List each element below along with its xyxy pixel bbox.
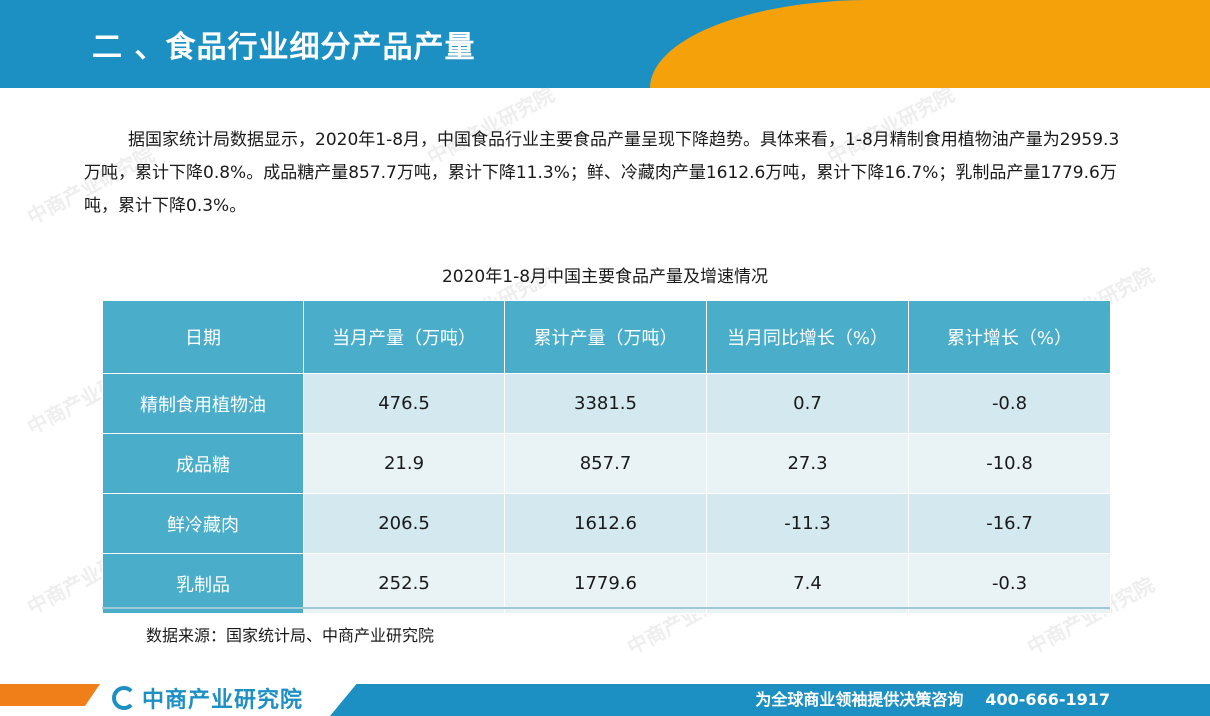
logo-icon (112, 686, 136, 710)
table-cell: 3381.5 (504, 373, 707, 434)
table-row: 成品糖 21.9 857.7 27.3 -10.8 (102, 433, 1111, 494)
table-row: 鲜冷藏肉 206.5 1612.6 -11.3 -16.7 (102, 493, 1111, 554)
footer-slogan: 为全球商业领袖提供决策咨询 400-666-1917 (755, 686, 1110, 710)
table-bottom-rule (102, 607, 1110, 609)
table-cell: 27.3 (706, 433, 909, 494)
header-accent (650, 0, 1210, 88)
row-label: 乳制品 (102, 553, 304, 614)
header-cell: 累计增长（%） (908, 300, 1111, 374)
table-cell: 1612.6 (504, 493, 707, 554)
slogan-text: 为全球商业领袖提供决策咨询 (755, 690, 964, 709)
table-row: 精制食用植物油 476.5 3381.5 0.7 -0.8 (102, 373, 1111, 434)
footer-blue-band (330, 684, 1210, 716)
row-label: 成品糖 (102, 433, 304, 494)
header-cell: 累计产量（万吨） (504, 300, 707, 374)
table-cell: 252.5 (303, 553, 505, 614)
logo-text: 中商产业研究院 (142, 688, 304, 713)
header-cell: 日期 (102, 300, 304, 374)
table-title: 2020年1-8月中国主要食品产量及增速情况 (441, 267, 769, 287)
table-cell: -11.3 (706, 493, 909, 554)
table-cell: 21.9 (303, 433, 505, 494)
footer-orange-stripe (0, 684, 100, 706)
table-header-row: 日期 当月产量（万吨） 累计产量（万吨） 当月同比增长（%） 累计增长（%） (102, 300, 1111, 374)
production-table: 日期 当月产量（万吨） 累计产量（万吨） 当月同比增长（%） 累计增长（%） 精… (102, 300, 1111, 614)
phone-number: 400-666-1917 (985, 690, 1110, 709)
row-label: 鲜冷藏肉 (102, 493, 304, 554)
table-cell: 857.7 (504, 433, 707, 494)
table-cell: 7.4 (706, 553, 909, 614)
table-row: 乳制品 252.5 1779.6 7.4 -0.3 (102, 553, 1111, 614)
page-title: 二 、食品行业细分产品产量 (92, 30, 476, 65)
table-cell: -10.8 (908, 433, 1111, 494)
table-cell: 476.5 (303, 373, 505, 434)
row-label: 精制食用植物油 (102, 373, 304, 434)
header-band: 二 、食品行业细分产品产量 (0, 0, 1210, 88)
table-cell: -0.3 (908, 553, 1111, 614)
table-cell: 1779.6 (504, 553, 707, 614)
header-cell: 当月同比增长（%） (706, 300, 909, 374)
table-cell: -16.7 (908, 493, 1111, 554)
footer-logo: 中商产业研究院 (112, 682, 303, 714)
table-cell: 206.5 (303, 493, 505, 554)
data-source-note: 数据来源：国家统计局、中商产业研究院 (146, 626, 435, 645)
intro-paragraph: 据国家统计局数据显示，2020年1-8月，中国食品行业主要食品产量呈现下降趋势。… (84, 130, 1120, 216)
header-cell: 当月产量（万吨） (303, 300, 505, 374)
table-cell: 0.7 (706, 373, 909, 434)
table-cell: -0.8 (908, 373, 1111, 434)
